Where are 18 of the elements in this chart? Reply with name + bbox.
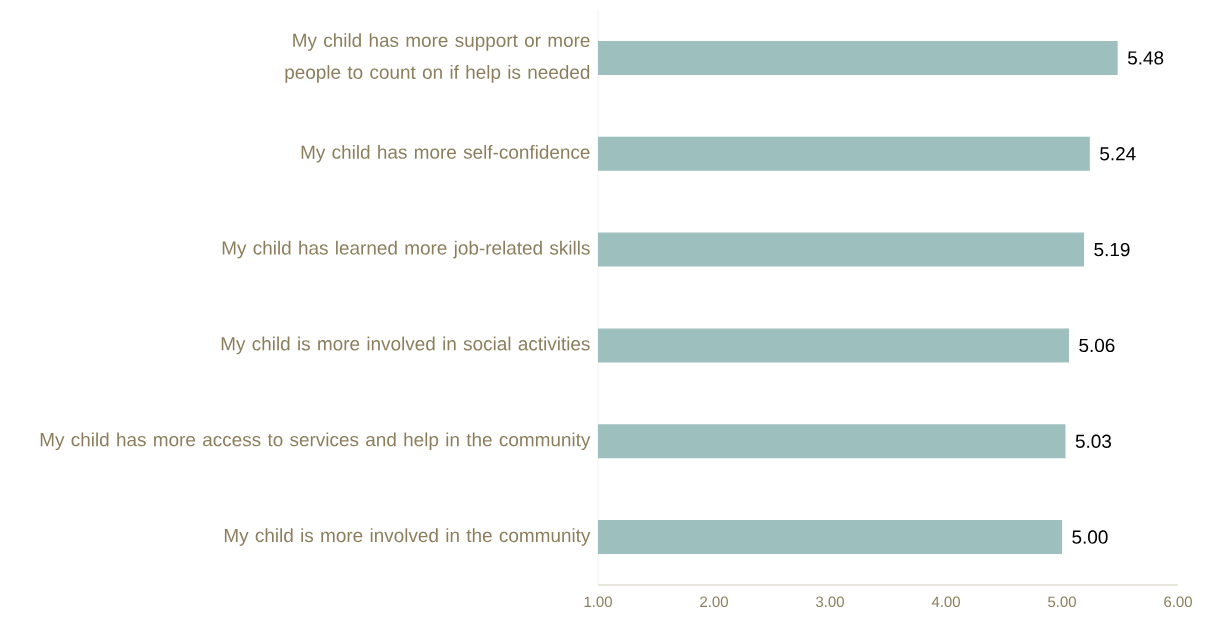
x-tick-label: 4.00 (931, 596, 960, 608)
x-tick-label: 6.00 (1164, 596, 1192, 608)
data-label: 5.03 (1075, 434, 1111, 448)
y-tick-label: My child is more involved in social activities (221, 336, 590, 355)
y-tick-label: My child has learned more job-related skills (222, 240, 590, 259)
y-tick-label: My child has more support or more people to count on if help is needed (285, 33, 590, 83)
x-tick-label: 3.00 (816, 596, 844, 608)
y-tick-label: My child has more access to services and help in the community (40, 432, 591, 451)
y-tick-label: My child has more self-confidence (301, 144, 590, 163)
y-tick-label: My child is more involved in the community (224, 528, 591, 546)
x-tick-label: 2.00 (700, 596, 728, 608)
data-label: 5.19 (1094, 242, 1130, 257)
data-label: 5.00 (1072, 530, 1108, 544)
data-label: 5.48 (1127, 51, 1164, 65)
x-tick-label: 1.00 (584, 596, 612, 608)
data-label: 5.24 (1100, 147, 1136, 161)
x-tick-label: 5.00 (1048, 596, 1076, 608)
data-label: 5.06 (1079, 338, 1115, 353)
